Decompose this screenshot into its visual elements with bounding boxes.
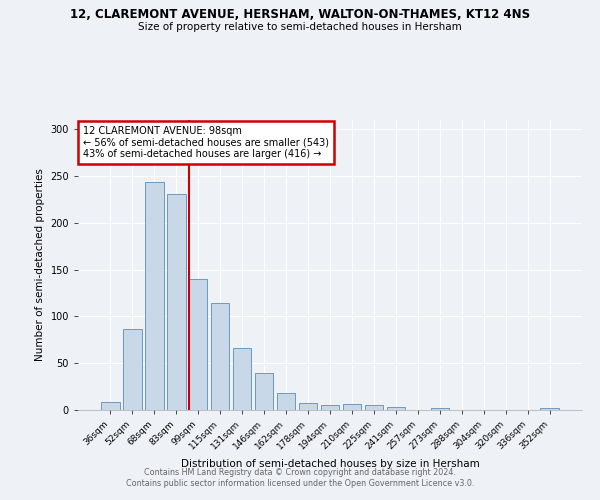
Bar — [431, 408, 449, 410]
Bar — [255, 372, 274, 410]
Bar — [386, 407, 405, 410]
Text: Contains HM Land Registry data © Crown copyright and database right 2024.
Contai: Contains HM Land Registry data © Crown c… — [126, 468, 474, 487]
Text: 12 CLAREMONT AVENUE: 98sqm
← 56% of semi-detached houses are smaller (543)
43% o: 12 CLAREMONT AVENUE: 98sqm ← 56% of semi… — [83, 126, 329, 159]
X-axis label: Distribution of semi-detached houses by size in Hersham: Distribution of semi-detached houses by … — [181, 460, 479, 469]
Bar — [167, 194, 185, 410]
Bar — [343, 404, 361, 410]
Y-axis label: Number of semi-detached properties: Number of semi-detached properties — [35, 168, 45, 362]
Bar — [145, 182, 164, 410]
Bar — [365, 406, 383, 410]
Text: 12, CLAREMONT AVENUE, HERSHAM, WALTON-ON-THAMES, KT12 4NS: 12, CLAREMONT AVENUE, HERSHAM, WALTON-ON… — [70, 8, 530, 20]
Bar — [189, 279, 208, 410]
Bar — [320, 406, 340, 410]
Bar — [541, 408, 559, 410]
Bar — [101, 402, 119, 410]
Bar — [277, 393, 295, 410]
Bar — [299, 402, 317, 410]
Bar — [211, 304, 229, 410]
Bar — [233, 348, 251, 410]
Text: Size of property relative to semi-detached houses in Hersham: Size of property relative to semi-detach… — [138, 22, 462, 32]
Bar — [123, 328, 142, 410]
